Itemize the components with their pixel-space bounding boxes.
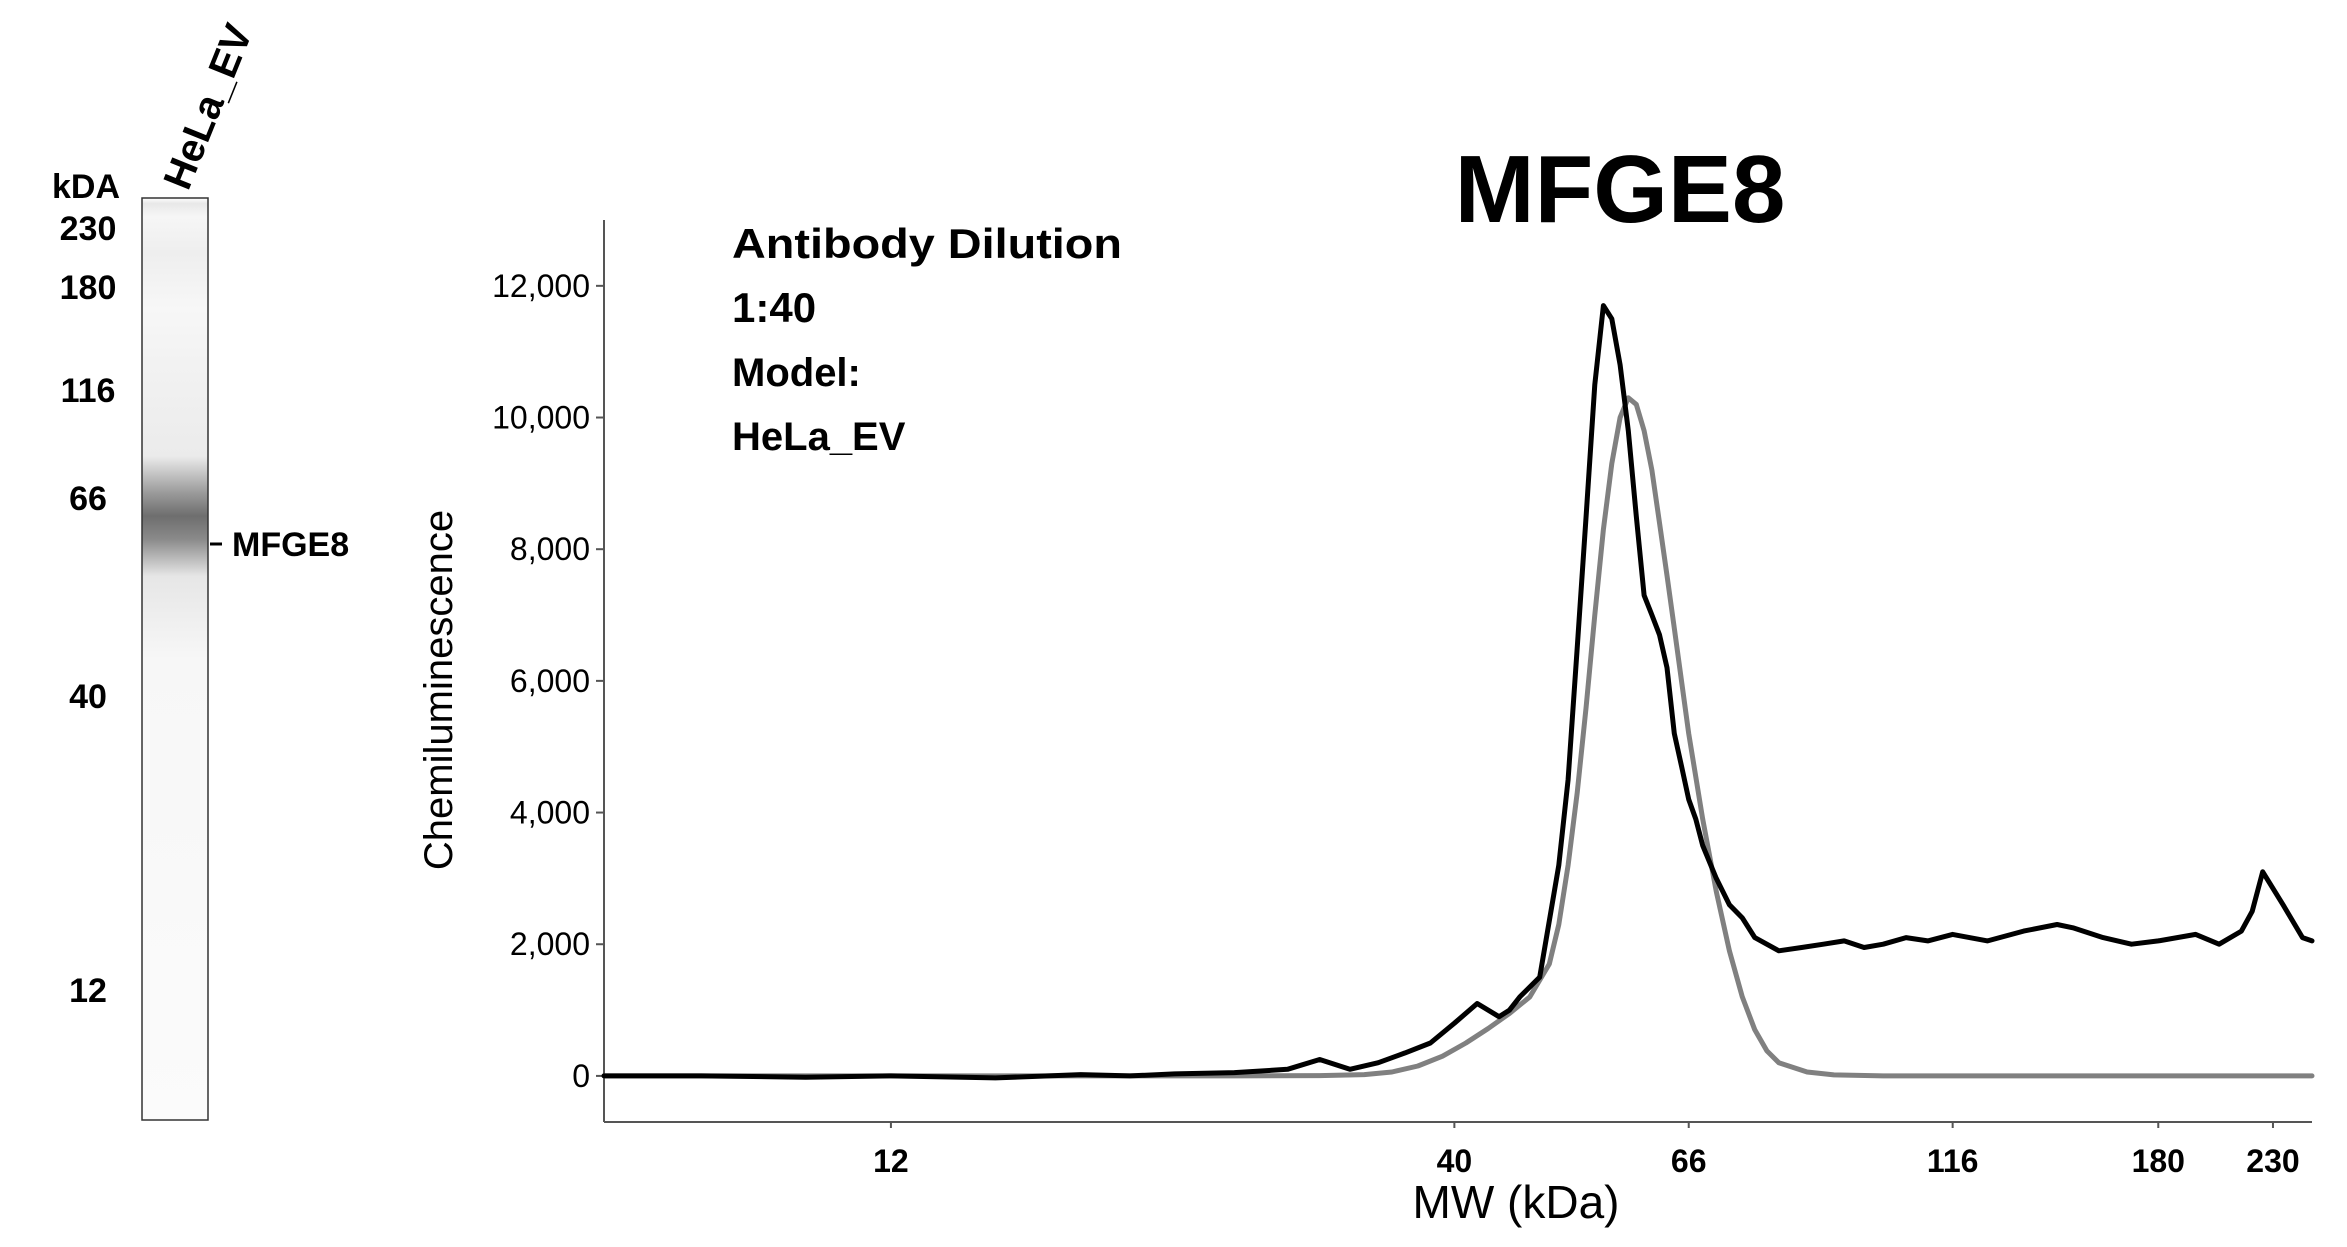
ladder-labels: 230 180 116 66 40 12 <box>60 210 117 1010</box>
y-axis-ticks: 0 2,000 4,000 6,000 8,000 10,000 12,000 <box>492 268 604 1094</box>
chart-title: MFGE8 <box>1455 136 1786 243</box>
ladder-label-12: 12 <box>69 972 107 1010</box>
blot-panel: HeLa_EV kDA 230 180 116 66 40 12 MFGE8 <box>52 18 349 1121</box>
y-tick-label: 8,000 <box>510 531 590 567</box>
y-tick-label: 4,000 <box>510 795 590 831</box>
kda-unit-label: kDA <box>52 168 120 206</box>
ladder-label-180: 180 <box>60 269 117 307</box>
band-label: MFGE8 <box>232 526 349 564</box>
series-line-0 <box>601 303 2315 1081</box>
lane-label: HeLa_EV <box>156 18 262 196</box>
series-layer <box>601 303 2315 1081</box>
x-axis-label: MW (kDa) <box>1413 1176 1620 1228</box>
x-tick-label: 12 <box>873 1143 909 1179</box>
ladder-label-66: 66 <box>69 480 107 518</box>
series-line-1 <box>601 395 2315 1079</box>
x-tick-label: 40 <box>1437 1143 1473 1179</box>
annotation-antibody-dilution: Antibody Dilution <box>732 220 1122 267</box>
x-axis-ticks: 12 40 66 116 180 230 <box>873 1122 2300 1179</box>
y-tick-label: 0 <box>572 1058 590 1094</box>
chart: MFGE8 Antibody Dilution 1:40 Model: HeLa… <box>417 136 2315 1228</box>
y-axis-label: Chemiluminescence <box>417 510 461 870</box>
y-tick-label: 12,000 <box>492 268 590 304</box>
y-tick-label: 6,000 <box>510 663 590 699</box>
annotation-model-value: HeLa_EV <box>732 415 906 459</box>
annotation-model-label: Model: <box>732 351 861 395</box>
x-tick-label: 116 <box>1927 1143 1979 1179</box>
ladder-label-230: 230 <box>60 210 117 248</box>
blot-lane <box>141 197 209 1121</box>
x-tick-label: 66 <box>1671 1143 1707 1179</box>
annotation-dilution-value: 1:40 <box>732 284 816 331</box>
y-tick-label: 10,000 <box>492 400 590 436</box>
x-tick-label: 180 <box>2132 1143 2185 1179</box>
ladder-label-116: 116 <box>61 372 116 410</box>
x-tick-label: 230 <box>2246 1143 2299 1179</box>
ladder-label-40: 40 <box>69 678 107 716</box>
y-tick-label: 2,000 <box>510 926 590 962</box>
